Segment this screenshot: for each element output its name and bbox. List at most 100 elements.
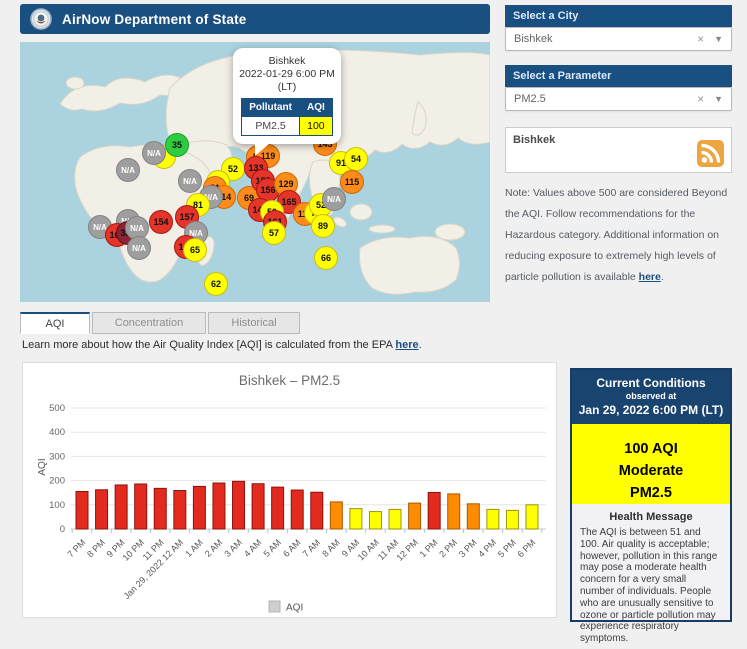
popup-col-aqi: AQI [300,99,333,117]
popup-col-pollutant: Pollutant [242,99,300,117]
map-marker[interactable]: N/A [127,236,151,260]
legend-label: AQI [286,603,303,614]
state-department-seal-icon [30,8,52,30]
learn-more-suffix: . [419,339,422,351]
legend-swatch [269,601,280,612]
chart-bar [409,503,421,529]
chart-bar [350,509,362,529]
y-tick-label: 100 [49,500,65,511]
aqi-bar-chart: 0100200300400500AQI7 PM8 PM9 PM10 PM11 P… [23,363,558,617]
map-marker[interactable]: 57 [262,221,286,245]
x-tick-label: 6 PM [515,537,537,559]
popup-pointer [255,143,270,156]
map-marker[interactable]: 154 [149,210,173,234]
chart-bar [174,491,186,529]
x-tick-label: 10 PM [121,537,146,562]
map-marker[interactable]: 89 [311,214,335,238]
chart-bar [252,484,264,529]
map-marker[interactable]: 54 [344,147,368,171]
popup-datetime: 2022-01-29 6:00 PM [238,68,336,81]
x-tick-label: 2 AM [203,537,225,559]
y-tick-label: 200 [49,476,65,487]
chart-bar [487,509,499,529]
map-marker[interactable]: N/A [142,141,166,165]
learn-more-prefix: Learn more about how the Air Quality Ind… [22,339,395,351]
chart-bar [428,492,440,529]
map-marker[interactable]: 65 [183,238,207,262]
tab-aqi[interactable]: AQI [20,312,90,334]
select-parameter-label: Select a Parameter [513,70,611,82]
chart-bar [213,483,225,529]
y-axis-label: AQI [37,458,48,475]
current-aqi-category: Moderate [574,460,728,482]
x-tick-label: 1 AM [183,537,205,559]
parameter-select[interactable]: PM2.5 × ▼ [505,87,732,111]
x-tick-label: 5 PM [496,537,518,559]
chart-bar [291,490,303,529]
x-tick-label: 5 AM [261,537,283,559]
map-marker[interactable]: 115 [340,170,364,194]
map-marker[interactable]: 62 [204,272,228,296]
x-tick-label: 7 AM [301,537,323,559]
chart-bar [76,491,88,529]
map-popup: Bishkek 2022-01-29 6:00 PM (LT) Pollutan… [233,48,341,144]
note-text: Note: Values above 500 are considered Be… [505,187,727,283]
x-tick-label: 10 AM [356,537,381,562]
current-conditions-panel: Current Conditions observed at Jan 29, 2… [570,368,732,622]
popup-timezone: (LT) [238,81,336,94]
chart-bar [154,488,166,529]
map-marker[interactable]: 66 [314,246,338,270]
city-chevron-down-icon[interactable]: ▼ [714,34,723,44]
y-tick-label: 400 [49,427,65,438]
observed-datetime: Jan 29, 2022 6:00 PM (LT) [574,403,728,417]
map-marker[interactable]: N/A [322,187,346,211]
beyond-aqi-note: Note: Values above 500 are considered Be… [505,183,735,288]
popup-table: Pollutant AQI PM2.5 100 [241,98,333,136]
parameter-chevron-down-icon[interactable]: ▼ [714,94,723,104]
chart-bar [526,505,538,529]
x-tick-label: 4 AM [242,537,264,559]
select-city-label: Select a City [513,10,578,22]
tab-historical[interactable]: Historical [208,312,300,334]
map-marker[interactable]: N/A [178,169,202,193]
learn-more-here-link[interactable]: here [395,339,418,351]
x-tick-label: 12 PM [395,537,420,562]
x-tick-label: 7 PM [65,537,87,559]
x-tick-label: 4 PM [476,537,498,559]
city-select[interactable]: Bishkek × ▼ [505,27,732,51]
chart-bar [233,481,245,529]
current-aqi-block: 100 AQI Moderate PM2.5 [572,424,730,504]
learn-more-text: Learn more about how the Air Quality Ind… [22,339,422,351]
note-here-link[interactable]: here [639,271,661,283]
chart-bar [115,485,127,529]
popup-aqi-value: 100 [300,117,333,136]
world-aqi-map[interactable]: N/A35N/A5287N/A81114N/A6981157154N/AN/A1… [20,42,490,302]
city-clear-icon[interactable]: × [697,32,704,46]
chart-bar [311,492,323,529]
x-tick-label: 2 PM [437,537,459,559]
current-conditions-header: Current Conditions observed at Jan 29, 2… [572,370,730,424]
chart-bar [135,484,147,529]
popup-pollutant-value: PM2.5 [242,117,300,136]
x-tick-label: 3 PM [457,537,479,559]
chart-bar [96,490,108,529]
map-marker[interactable]: 35 [165,133,189,157]
select-parameter-header: Select a Parameter [505,65,732,87]
popup-city: Bishkek [238,55,336,68]
map-marker[interactable]: N/A [116,158,140,182]
observed-at-label: observed at [574,391,728,401]
parameter-clear-icon[interactable]: × [697,92,704,106]
current-aqi-value: 100 AQI [574,438,728,460]
aqi-chart-panel: Bishkek – PM2.5 0100200300400500AQI7 PM8… [22,362,557,618]
chart-bar [448,494,460,529]
rss-icon[interactable] [697,140,724,167]
note-period: . [661,271,664,283]
health-message-title: Health Message [572,511,730,523]
chart-bar [369,512,381,529]
current-conditions-title: Current Conditions [574,376,728,390]
parameter-select-value: PM2.5 [514,93,697,105]
rss-city-label: Bishkek [513,134,724,146]
tab-concentration[interactable]: Concentration [92,312,206,334]
view-tabs: AQIConcentrationHistorical [20,312,302,334]
chart-bar [193,486,205,529]
